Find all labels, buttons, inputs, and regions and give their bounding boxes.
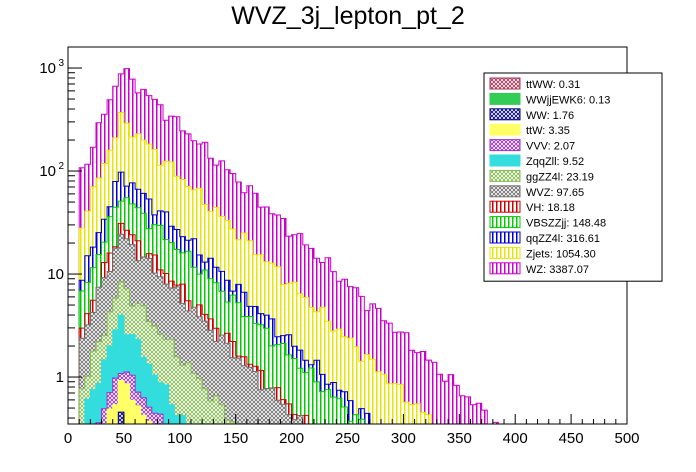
x-tick-label: 50 — [116, 430, 133, 447]
legend-entry-label: ttW: 3.35 — [526, 125, 570, 137]
legend-swatch — [489, 262, 521, 275]
x-tick-label: 250 — [335, 430, 360, 447]
x-tick-label: 400 — [503, 430, 528, 447]
legend-entry-label: VVV: 2.07 — [526, 141, 575, 153]
legend-swatch — [489, 246, 521, 259]
y-tick-exponent: 2 — [58, 161, 64, 172]
legend-swatch — [489, 185, 521, 198]
legend-entry-label: WWjjEWK6: 0.13 — [526, 94, 610, 106]
legend-entry-label: WVZ: 97.65 — [526, 187, 584, 199]
x-tick-label: 350 — [447, 430, 472, 447]
legend-entry-label: WZ: 3387.07 — [526, 264, 589, 276]
legend-swatch — [489, 92, 521, 105]
legend-swatch — [489, 77, 521, 90]
y-tick-exponent: 3 — [58, 58, 64, 69]
x-tick-label: 150 — [223, 430, 248, 447]
legend-swatch — [489, 123, 521, 136]
legend-entry-label: WW: 1.76 — [526, 110, 574, 122]
legend: ttWW: 0.31 WWjjEWK6: 0.13 WW: 1.76 ttW: 3.3… — [483, 72, 663, 282]
legend-entry-label: Zjets: 1054.30 — [526, 248, 596, 260]
legend-swatch — [489, 169, 521, 182]
legend-entry-label: VH: 18.18 — [526, 202, 575, 214]
stacked-bars — [78, 68, 499, 425]
x-tick-label: 450 — [559, 430, 584, 447]
legend-swatch — [489, 231, 521, 244]
x-tick-label: 0 — [64, 430, 72, 447]
x-tick-label: 300 — [391, 430, 416, 447]
legend-entry-label: ZqqZll: 9.52 — [526, 156, 584, 168]
chart-title: WVZ_3j_lepton_pt_2 — [231, 2, 464, 30]
y-tick-label: 10 — [47, 266, 64, 283]
x-tick-label: 200 — [279, 430, 304, 447]
legend-swatch — [489, 139, 521, 152]
y-tick-label: 10 — [39, 60, 56, 77]
legend-entry-label: ttWW: 0.31 — [526, 79, 580, 91]
y-tick-label: 1 — [56, 369, 64, 386]
legend-entry-label: VBSZZjj: 148.48 — [526, 218, 606, 230]
legend-swatch — [489, 108, 521, 121]
legend-entry-label: ggZZ4l: 23.19 — [526, 171, 594, 183]
y-tick-label: 10 — [39, 163, 56, 180]
x-tick-label: 100 — [167, 430, 192, 447]
legend-swatch — [489, 216, 521, 229]
x-tick-label: 500 — [614, 430, 639, 447]
legend-swatch — [489, 200, 521, 213]
legend-entry-label: qqZZ4l: 316.61 — [526, 233, 600, 245]
stack-ww-bars — [117, 411, 125, 425]
legend-swatch — [489, 154, 521, 167]
